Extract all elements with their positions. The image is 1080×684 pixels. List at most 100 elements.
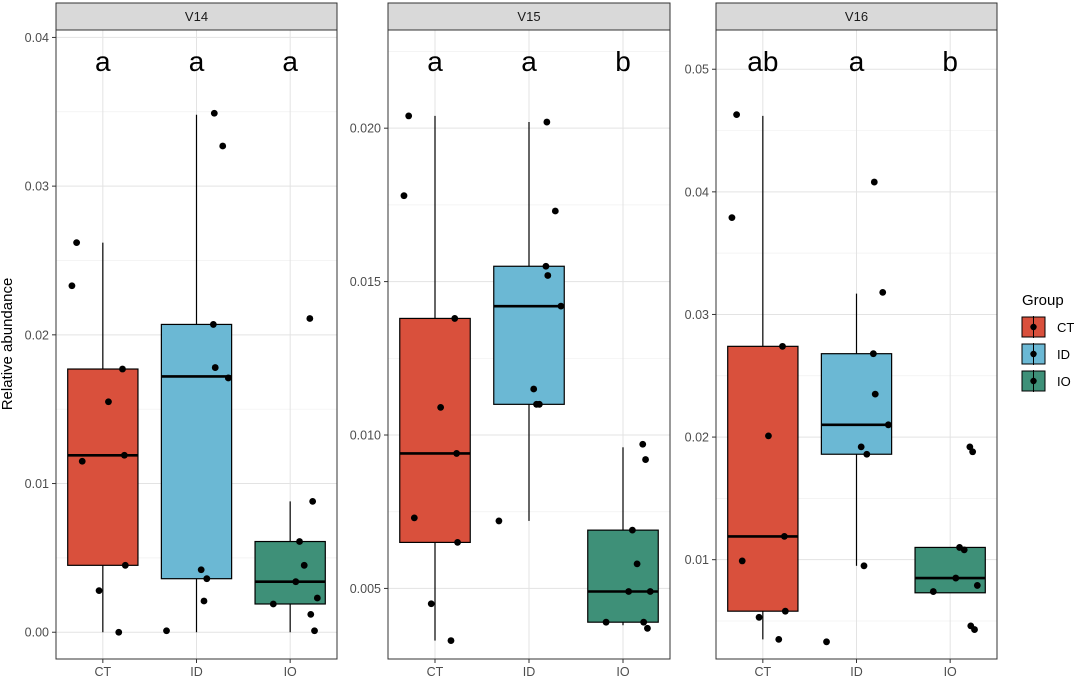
y-tick-label: 0.01	[685, 553, 709, 567]
significance-letter: a	[427, 46, 443, 77]
y-tick-label: 0.01	[25, 477, 49, 491]
legend: Group CT ID IO	[1021, 292, 1074, 392]
data-point	[542, 262, 550, 270]
box-body	[493, 265, 565, 405]
data-point	[960, 546, 968, 554]
data-point	[644, 624, 651, 632]
y-axis-title: Relative abundance	[0, 278, 16, 411]
data-point	[224, 374, 232, 382]
x-tick-label: ID	[850, 665, 863, 679]
data-point	[495, 517, 503, 525]
significance-letter: a	[849, 46, 865, 77]
y-tick-label: 0.04	[685, 185, 709, 199]
data-point	[400, 192, 408, 200]
data-point	[544, 272, 552, 279]
data-point	[410, 514, 418, 522]
panel-border	[387, 29, 671, 660]
data-point	[625, 588, 633, 595]
data-point	[203, 575, 211, 583]
x-tick-label: CT	[94, 665, 111, 679]
box-body	[254, 540, 326, 605]
data-point	[454, 539, 461, 546]
data-point	[269, 600, 277, 608]
legend-title: Group	[1022, 292, 1064, 309]
data-point	[73, 239, 81, 247]
data-point	[543, 118, 551, 126]
x-tick-label: CT	[754, 665, 771, 679]
box-ct	[399, 112, 471, 644]
data-point	[447, 637, 455, 644]
y-tick-label: 0.020	[350, 122, 381, 136]
box-id	[493, 118, 565, 525]
data-point	[453, 450, 461, 457]
data-point	[879, 288, 887, 296]
x-tick-label: ID	[523, 665, 536, 679]
legend-item-io: IO	[1021, 370, 1071, 392]
box-ct	[727, 111, 799, 643]
box-body	[820, 353, 893, 455]
x-tick-label: ID	[190, 665, 203, 679]
y-tick-label: 0.02	[25, 328, 49, 342]
data-point	[219, 142, 227, 150]
box-io	[914, 443, 986, 633]
facet-title: V14	[185, 9, 208, 24]
panel-v14: V14 0.00 0.01 0.02 0.03 0.04 CT ID IO a a a	[25, 2, 338, 679]
significance-letter: a	[189, 46, 205, 77]
data-point	[642, 456, 649, 463]
significance-letter: a	[521, 46, 537, 77]
data-point	[780, 532, 788, 540]
box-body	[399, 317, 471, 544]
data-point	[307, 610, 315, 618]
data-point	[775, 635, 783, 643]
panel-v15: V15 0.005 0.010 0.015 0.020 CT ID IO a a b	[350, 2, 671, 679]
data-point	[929, 588, 937, 595]
data-point	[557, 302, 565, 310]
facet-title: V16	[845, 9, 868, 24]
y-tick-label: 0.04	[25, 31, 49, 45]
legend-item-ct: CT	[1021, 316, 1074, 338]
data-point	[871, 390, 879, 398]
data-point	[120, 451, 128, 459]
data-point	[733, 111, 741, 119]
box-body	[914, 546, 986, 594]
box-id	[160, 109, 233, 635]
data-point	[95, 587, 103, 594]
legend-label: IO	[1057, 374, 1071, 389]
data-point	[857, 443, 865, 451]
data-point	[971, 626, 978, 633]
data-point	[533, 400, 540, 408]
box-ct	[67, 239, 139, 636]
data-point	[197, 566, 205, 574]
box-body	[587, 529, 659, 623]
box-body	[160, 323, 233, 580]
data-point	[823, 638, 830, 646]
y-tick-label: 0.03	[685, 308, 709, 322]
legend-key-point	[1030, 377, 1037, 385]
data-point	[530, 385, 538, 393]
data-point	[209, 321, 217, 328]
data-point	[629, 526, 636, 534]
x-tick-label: IO	[616, 665, 629, 679]
data-point	[309, 497, 317, 505]
data-point	[863, 450, 871, 458]
significance-letter: ab	[747, 46, 778, 77]
data-point	[869, 350, 877, 358]
data-point	[781, 607, 789, 615]
data-point	[300, 561, 308, 569]
data-point	[78, 457, 86, 465]
data-point	[602, 618, 610, 626]
data-point	[306, 315, 314, 322]
x-tick-label: IO	[944, 665, 957, 679]
facet-title: V15	[517, 9, 540, 24]
data-point	[210, 109, 218, 117]
data-point	[115, 628, 123, 636]
y-tick-label: 0.02	[685, 431, 709, 445]
panel-border	[55, 29, 338, 660]
data-point	[779, 342, 786, 350]
data-point	[292, 578, 300, 586]
data-point	[633, 560, 641, 568]
data-point	[163, 627, 170, 635]
data-point	[119, 365, 126, 373]
data-point	[870, 178, 878, 186]
data-point	[313, 594, 321, 602]
